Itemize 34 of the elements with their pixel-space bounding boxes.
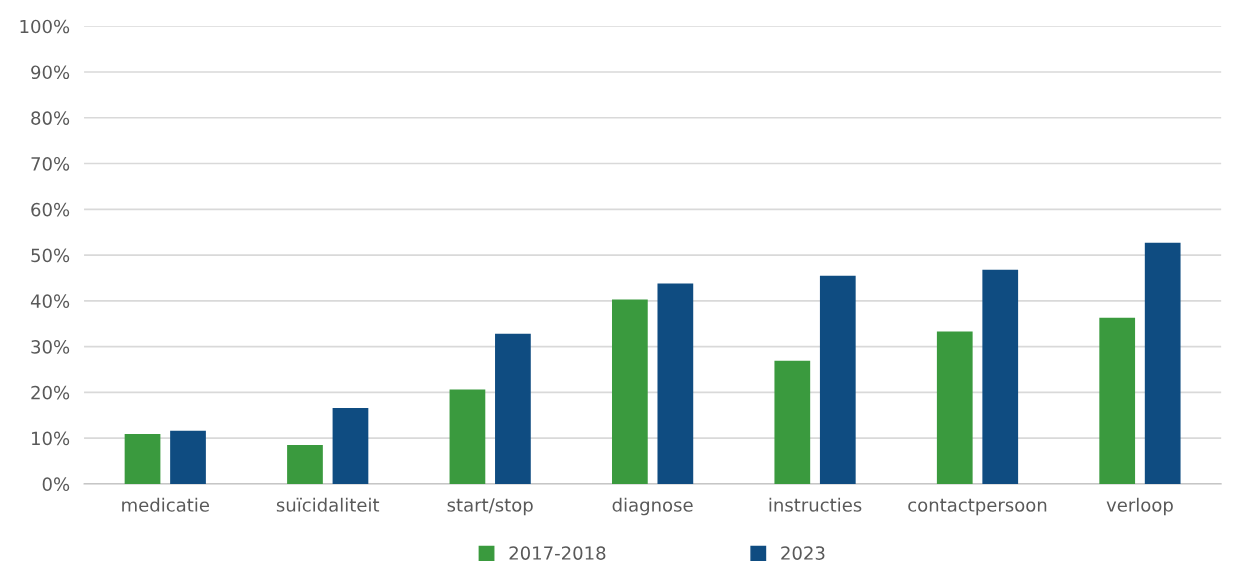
- bar: [1099, 317, 1136, 484]
- bar: [774, 360, 811, 484]
- x-tick-label: instructies: [769, 497, 862, 512]
- bar: [287, 444, 323, 484]
- x-tick-label: diagnose: [612, 497, 693, 516]
- y-tick-label: 0%: [42, 477, 70, 492]
- bar: [124, 434, 161, 484]
- bar: [819, 275, 856, 484]
- x-tick-label: suïcidaliteit: [276, 497, 380, 512]
- legend-label: 2017-2018: [509, 546, 606, 560]
- y-tick-label: 40%: [30, 294, 70, 308]
- x-tick-label: contactpersoon: [908, 498, 1047, 516]
- y-tick-label: 20%: [31, 385, 70, 400]
- bar: [170, 430, 206, 484]
- bar: [495, 333, 531, 484]
- y-tick-label: 80%: [31, 111, 70, 125]
- x-tick-label: start/stop: [447, 498, 533, 516]
- y-tick-label: 100%: [20, 19, 70, 34]
- bar: [612, 299, 648, 484]
- y-tick-label: 70%: [31, 156, 70, 171]
- y-tick-label: 10%: [32, 431, 70, 446]
- bar: [936, 331, 973, 484]
- y-tick-label: 60%: [31, 202, 70, 217]
- bar: [449, 389, 486, 484]
- x-tick-label: verloop: [1106, 497, 1173, 516]
- y-tick-label: 90%: [31, 65, 70, 80]
- x-tick-label: medicatie: [122, 497, 209, 512]
- bar: [332, 407, 369, 484]
- legend-label: 2023: [781, 546, 825, 560]
- bar: [982, 269, 1019, 484]
- y-tick-label: 30%: [31, 340, 70, 354]
- y-tick-label: 50%: [31, 248, 70, 263]
- bar: [1144, 242, 1181, 484]
- bar: [657, 283, 694, 484]
